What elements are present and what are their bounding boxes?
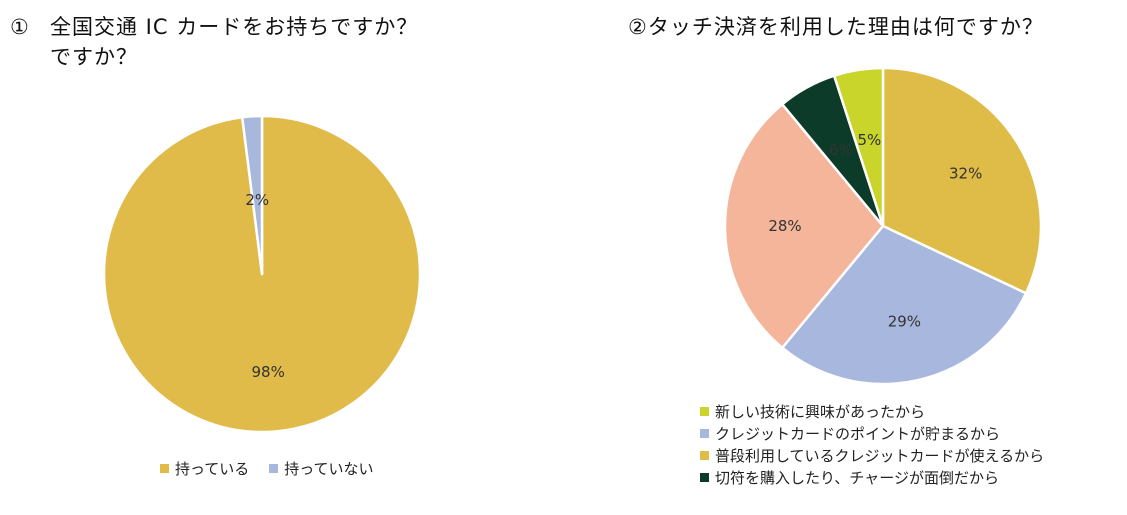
chart2-legend-swatch-1 — [700, 406, 709, 416]
chart2-legend-label-3: 普段利用しているクレジットカードが使えるから — [715, 446, 1045, 465]
chart2-legend-item-3: 普段利用しているクレジットカードが使えるから — [700, 444, 1044, 466]
chart2-legend-swatch-3 — [700, 450, 709, 460]
chart1-legend: 持っている 持っていない — [160, 458, 374, 479]
chart2-data-label-4: 6% — [829, 141, 853, 159]
chart2-data-label-1: 32% — [949, 165, 982, 183]
chart1-legend-item-2: 持っていない — [269, 458, 374, 479]
chart1-legend-item-1: 持っている — [160, 458, 249, 479]
chart1-legend-label-2: 持っていない — [284, 460, 374, 478]
chart1-title-line1: 全国交通 IC カードをお持ちですか？ — [50, 15, 419, 39]
chart1-pie-slice-2 — [240, 114, 264, 276]
chart2-title: ②タッチ決済を利用した理由は何ですか？ — [628, 15, 1044, 39]
chart2-legend: 新しい技術に興味があったからクレジットカードのポイントが貯まるから普段利用してい… — [700, 400, 1044, 488]
chart1-legend-label-1: 持っている — [175, 460, 250, 478]
chart2-pie-slice-1 — [881, 66, 1043, 295]
chart2-legend-swatch-2 — [700, 428, 709, 438]
chart2-pie-slice-2 — [781, 224, 1028, 386]
chart2-legend-item-4: 切符を購入したり、チャージが面倒だから — [700, 466, 1044, 488]
chart1-legend-swatch-2 — [269, 464, 279, 473]
chart2-legend-label-1: 新しい技術に興味があったから — [715, 402, 926, 421]
chart1-title-line2: ですか？ — [50, 45, 138, 69]
chart2-pie-slice-5 — [832, 66, 885, 228]
chart2-pie-slice-3 — [723, 103, 885, 349]
chart1-title: ① 全国交通 IC カードをお持ちですか？ ですか？ — [10, 12, 418, 72]
chart2-data-label-5: 5% — [858, 131, 882, 149]
chart2-legend-item-1: 新しい技術に興味があったから — [700, 400, 1044, 422]
chart2-legend-label-4: 切符を購入したり、チャージが面倒だから — [715, 468, 999, 487]
chart2-data-label-2: 29% — [888, 313, 921, 331]
chart2-legend-label-2: クレジットカードのポイントが貯まるから — [715, 424, 1001, 443]
chart1-data-label-1: 98% — [252, 363, 285, 381]
chart1-legend-swatch-1 — [160, 464, 169, 473]
chart2-data-label-3: 28% — [768, 217, 801, 235]
chart2-legend-swatch-4 — [700, 472, 709, 482]
chart1-data-label-2: 2% — [245, 191, 269, 209]
chart2-pie: 32% 29% 28% 6% 5% — [723, 66, 1043, 386]
chart1-title-number: ① — [10, 15, 30, 39]
chart2-legend-item-2: クレジットカードのポイントが貯まるから — [700, 422, 1044, 444]
chart1-pie: 98% 2% — [102, 114, 422, 434]
